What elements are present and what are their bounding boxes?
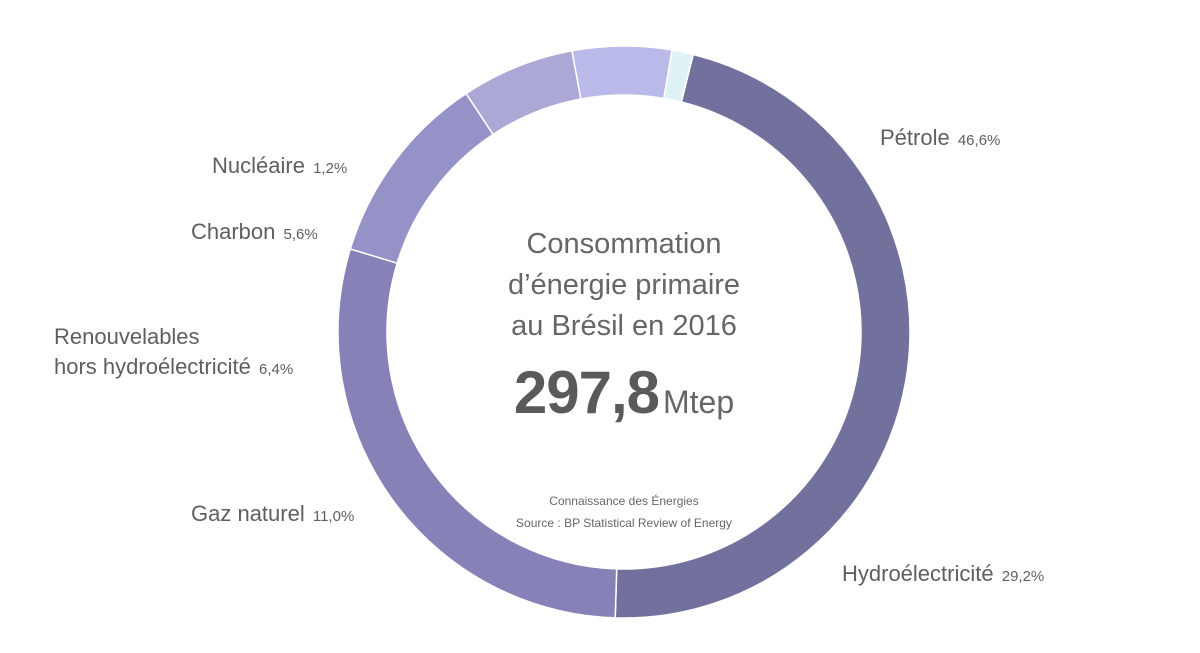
- label-nucleaire: Nucléaire 1,2%: [212, 152, 347, 183]
- label-renouvelables-name-line-2: hors hydroélectricité: [54, 354, 251, 379]
- credit-source: Source : BP Statistical Review of Energy: [516, 516, 732, 530]
- label-hydroelectricite: Hydroélectricité 29,2%: [842, 560, 1044, 591]
- chart-title-line-1: Consommation: [526, 228, 722, 260]
- label-nucleaire-pct: 1,2%: [313, 160, 348, 177]
- label-gaz-naturel-name: Gaz naturel: [191, 501, 305, 526]
- label-gaz-naturel-pct: 11,0%: [312, 508, 355, 525]
- total-number: 297,8: [513, 359, 660, 426]
- chart-title-line-2: d’énergie primaire: [507, 269, 741, 301]
- label-charbon-name: Charbon: [191, 219, 276, 244]
- slice-5: [662, 49, 695, 103]
- label-gaz-naturel: Gaz naturel 11,0%: [191, 500, 354, 531]
- credits: Connaissance des Énergies Source : BP St…: [424, 490, 824, 534]
- label-petrole-name: Pétrole: [880, 125, 950, 150]
- credit-author: Connaissance des Énergies: [549, 494, 699, 508]
- chart-title-line-3: au Brésil en 2016: [511, 310, 737, 342]
- total-unit: Mtep: [663, 384, 735, 420]
- label-renouvelables-pct: 6,4%: [259, 361, 294, 378]
- label-hydroelectricite-pct: 29,2%: [1001, 568, 1045, 585]
- slice-4: [571, 45, 673, 100]
- label-hydroelectricite-name: Hydroélectricité: [842, 561, 994, 586]
- label-charbon-pct: 5,6%: [283, 226, 318, 243]
- slice-0: [614, 53, 911, 619]
- label-charbon: Charbon 5,6%: [191, 218, 318, 249]
- label-nucleaire-name: Nucléaire: [212, 153, 305, 178]
- label-renouvelables-name-line-1: Renouvelables: [54, 324, 200, 349]
- label-petrole: Pétrole 46,6%: [880, 124, 1000, 155]
- label-petrole-pct: 46,6%: [957, 132, 1001, 149]
- chart-title: Consommation d’énergie primaire au Brési…: [424, 224, 824, 347]
- total-value: 297,8 Mtep: [424, 358, 824, 427]
- label-renouvelables: Renouvelables hors hydroélectricité 6,4%: [54, 322, 293, 385]
